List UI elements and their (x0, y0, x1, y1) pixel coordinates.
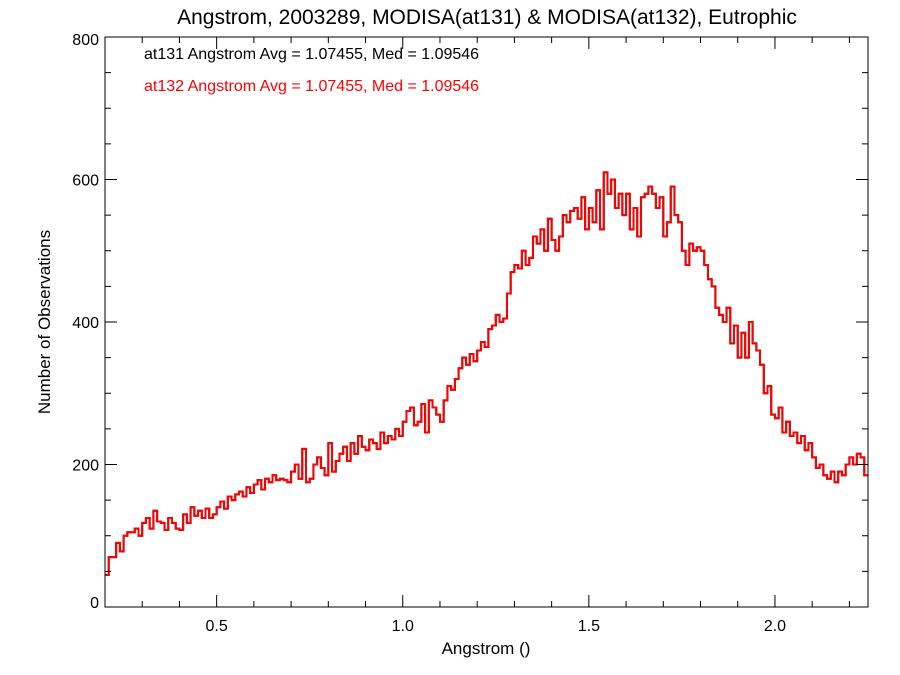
y-tick-label: 0 (90, 595, 99, 612)
y-tick-label: 200 (72, 458, 99, 475)
y-axis-label: Number of Observations (35, 230, 54, 414)
y-tick-label: 400 (72, 315, 99, 332)
x-tick-label: 2.0 (764, 618, 786, 635)
series-at132-line (105, 171, 868, 576)
x-tick-label: 1.5 (578, 618, 600, 635)
annotation-at131: at131 Angstrom Avg = 1.07455, Med = 1.09… (144, 46, 479, 63)
x-tick-label: 1.0 (392, 618, 414, 635)
y-tick-label: 800 (72, 32, 99, 49)
y-tick-label: 600 (72, 173, 99, 190)
x-axis-label: Angstrom () (442, 639, 531, 658)
x-tick-label: 0.5 (206, 618, 228, 635)
plot-area (105, 171, 868, 576)
annotation-at132: at132 Angstrom Avg = 1.07455, Med = 1.09… (144, 78, 479, 95)
series-at131-line (105, 171, 868, 576)
chart-title: Angstrom, 2003289, MODISA(at131) & MODIS… (177, 6, 797, 29)
